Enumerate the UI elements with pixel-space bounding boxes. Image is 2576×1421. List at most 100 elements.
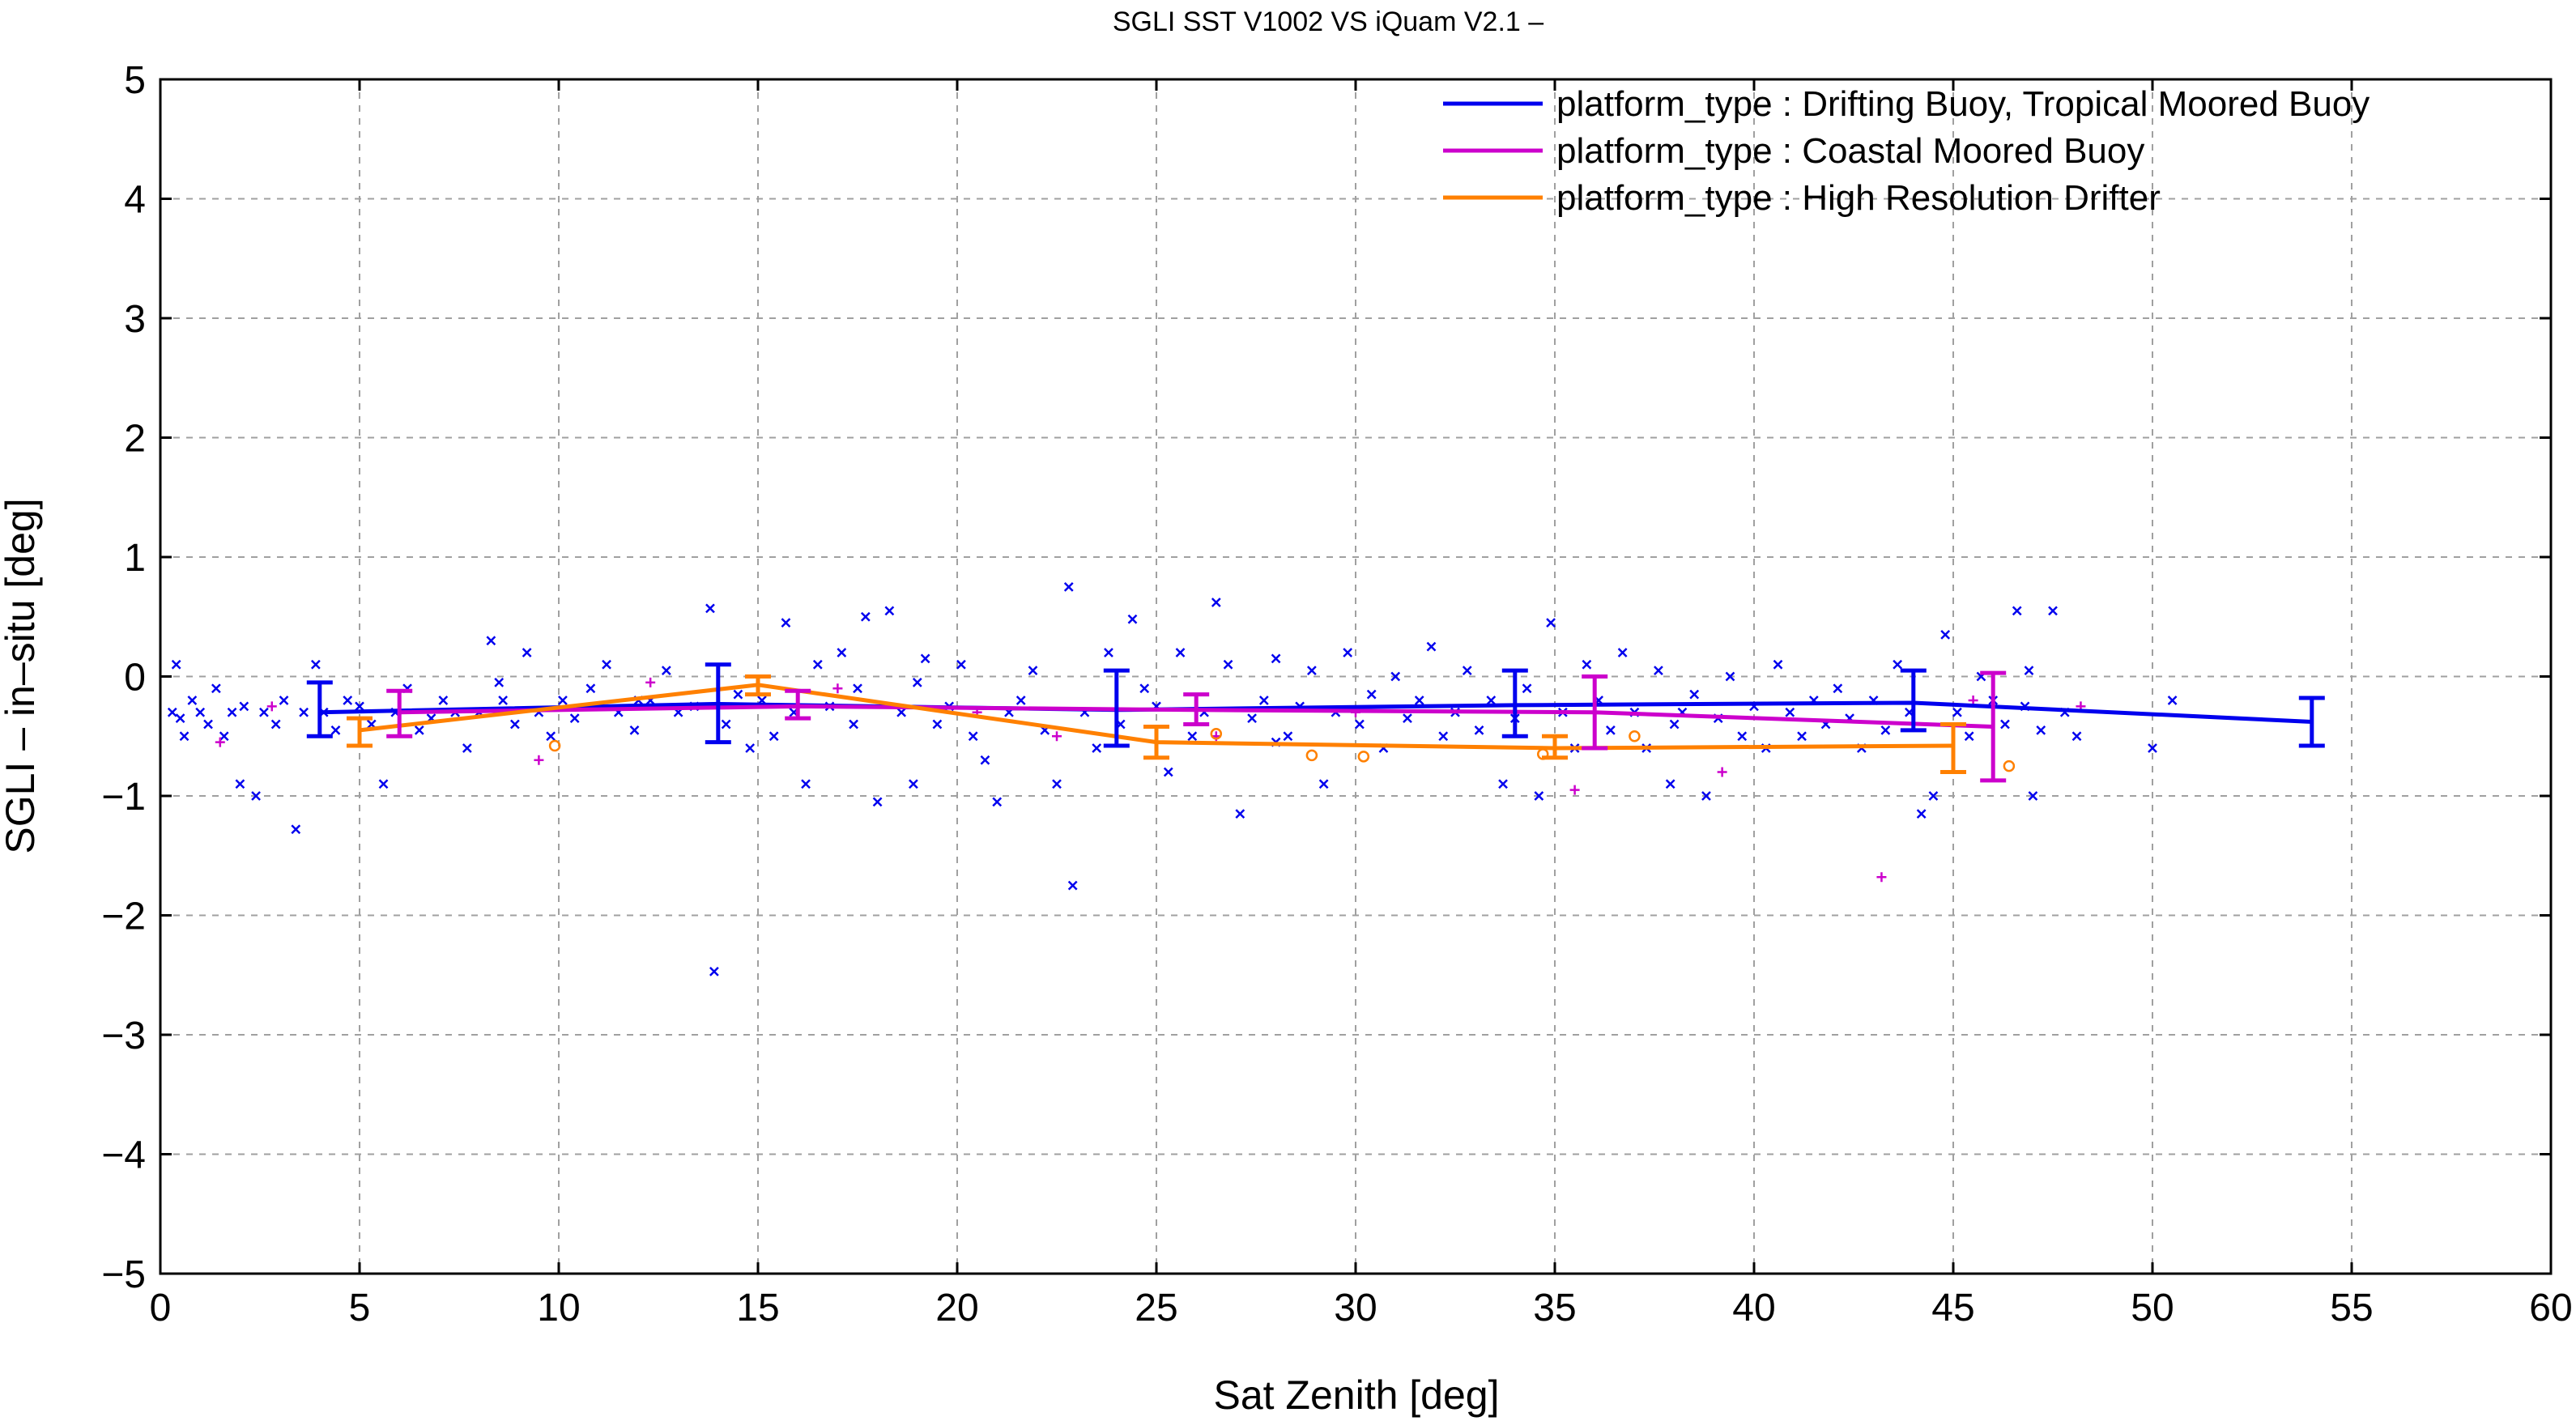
data-point xyxy=(1773,659,1783,670)
data-point xyxy=(1629,730,1641,742)
y-tick-label: 1 xyxy=(124,537,146,580)
data-point xyxy=(2036,725,2046,735)
error-bar xyxy=(347,716,373,748)
data-point xyxy=(355,701,364,712)
data-point xyxy=(872,797,883,807)
data-point xyxy=(486,636,496,646)
data-point xyxy=(330,725,341,735)
data-point xyxy=(896,707,907,717)
data-point xyxy=(1366,689,1377,700)
x-tick-label: 25 xyxy=(1135,1287,1177,1330)
data-point xyxy=(494,677,505,687)
data-point xyxy=(1952,707,1962,717)
data-point xyxy=(1546,618,1556,628)
data-point xyxy=(1063,581,1074,592)
data-point xyxy=(1175,648,1186,657)
data-point xyxy=(1283,731,1293,742)
y-axis-label: SGLI – in–situ [deg] xyxy=(0,498,43,853)
y-tick-label: 2 xyxy=(124,418,146,461)
data-point xyxy=(558,696,568,705)
data-point xyxy=(1665,779,1675,789)
data-point xyxy=(1223,659,1233,670)
data-point xyxy=(884,606,895,616)
error-bar xyxy=(1183,692,1210,726)
data-point xyxy=(546,731,556,742)
data-point xyxy=(1390,671,1401,682)
error-bar xyxy=(785,688,811,721)
data-point xyxy=(956,659,966,670)
data-point xyxy=(1893,659,1903,670)
data-point xyxy=(2048,606,2058,616)
data-point xyxy=(2003,759,2016,772)
data-point xyxy=(1187,731,1198,742)
data-point xyxy=(215,737,225,747)
x-tick-label: 20 xyxy=(935,1287,978,1330)
points-layer xyxy=(167,581,2178,976)
data-point xyxy=(1355,719,1365,730)
data-point xyxy=(299,707,309,717)
data-point xyxy=(2024,666,2034,676)
data-point xyxy=(414,725,424,735)
data-point xyxy=(1534,791,1544,801)
error-bar xyxy=(1582,674,1608,751)
data-point xyxy=(2167,696,2178,705)
data-point xyxy=(1318,779,1329,789)
data-point xyxy=(908,779,918,789)
data-point xyxy=(2148,743,2157,753)
data-point xyxy=(195,707,206,717)
legend-label: platform_type : Drifting Buoy, Tropical … xyxy=(1556,84,2369,124)
x-tick-label: 50 xyxy=(2131,1287,2174,1330)
y-tick-label: 3 xyxy=(124,298,146,341)
data-point xyxy=(980,755,990,765)
data-point xyxy=(1605,725,1616,735)
legend-label: platform_type : Coastal Moored Buoy xyxy=(1556,131,2144,171)
data-point xyxy=(1271,653,1281,664)
y-tick-label: 5 xyxy=(124,59,146,102)
data-point xyxy=(781,618,791,628)
data-point xyxy=(1797,731,1807,742)
data-point xyxy=(1414,696,1424,705)
data-point xyxy=(1785,707,1795,717)
data-point xyxy=(1163,767,1173,777)
error-bar xyxy=(1103,668,1130,748)
data-point xyxy=(343,696,353,705)
data-point xyxy=(920,653,930,664)
lines-layer xyxy=(319,683,2312,751)
data-point xyxy=(1258,696,1269,705)
data-point xyxy=(992,797,1003,807)
y-tick-label: 4 xyxy=(124,179,146,222)
x-tick-label: 30 xyxy=(1334,1287,1377,1330)
data-point xyxy=(1438,731,1449,742)
data-point xyxy=(239,701,249,712)
data-point xyxy=(1426,641,1437,652)
data-point xyxy=(645,677,656,687)
data-point xyxy=(438,696,449,705)
y-tick-label: −5 xyxy=(101,1253,146,1296)
error-bar xyxy=(2298,696,2325,748)
errorbar-layer xyxy=(306,662,2325,783)
data-point xyxy=(1617,648,1628,657)
data-point xyxy=(1689,689,1700,700)
data-point xyxy=(187,696,198,705)
x-tick-label: 35 xyxy=(1533,1287,1576,1330)
data-point xyxy=(2000,719,2010,730)
data-point xyxy=(1052,731,1062,742)
data-point xyxy=(203,719,213,730)
data-point xyxy=(534,755,544,765)
data-point xyxy=(569,713,580,724)
x-tick-label: 45 xyxy=(1931,1287,1974,1330)
y-tick-label: −1 xyxy=(101,776,146,819)
data-point xyxy=(310,659,321,670)
data-point xyxy=(801,779,811,789)
data-point xyxy=(1247,713,1257,724)
data-point xyxy=(1210,728,1223,740)
data-point xyxy=(1015,696,1026,705)
data-point xyxy=(1582,659,1592,670)
data-point xyxy=(602,659,611,670)
data-point xyxy=(1654,666,1663,676)
data-point xyxy=(1235,809,1245,819)
data-point xyxy=(1357,751,1370,763)
x-tick-label: 60 xyxy=(2529,1287,2572,1330)
